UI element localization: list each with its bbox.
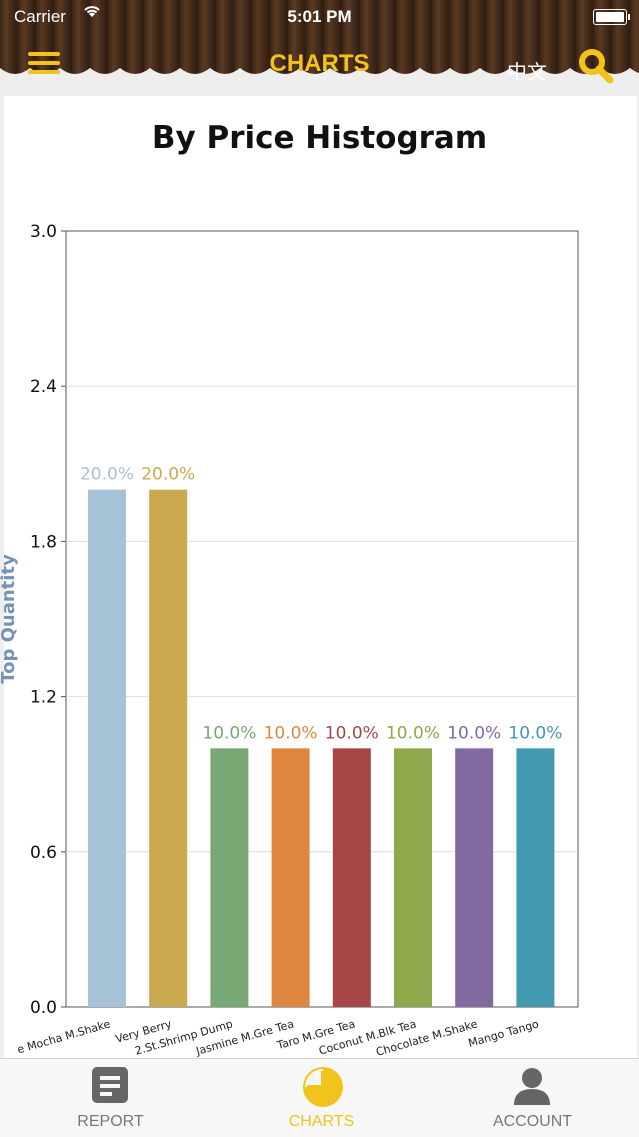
- plot-area: [65, 230, 579, 1008]
- header-drip-edge: [0, 68, 639, 80]
- y-tick-label: 2.4: [30, 377, 57, 397]
- bar: [394, 748, 432, 1007]
- tab-report-label: REPORT: [77, 1113, 144, 1130]
- bar: [149, 489, 188, 1008]
- x-tick-label: Mango Tango: [467, 1017, 541, 1050]
- bar-data-label: 10.0%: [264, 723, 318, 743]
- tab-charts-label: CHARTS: [288, 1113, 355, 1130]
- tab-report[interactable]: REPORT: [4, 1059, 217, 1137]
- battery-icon: [593, 9, 630, 25]
- y-tick-label: 1.8: [30, 532, 57, 552]
- bar-data-label: 20.0%: [141, 465, 195, 485]
- chart-title: By Price Histogram: [151, 120, 488, 156]
- y-tick-label: 0.6: [30, 843, 57, 863]
- bar: [210, 748, 249, 1007]
- bar-data-label: 10.0%: [325, 723, 379, 743]
- bar-data-label: 10.0%: [386, 723, 440, 743]
- hamburger-line: [28, 61, 60, 65]
- x-tick-label: e Mocha M.Shake: [16, 1017, 112, 1056]
- bar-data-label: 10.0%: [447, 723, 501, 743]
- tab-account-label: ACCOUNT: [492, 1113, 573, 1130]
- bar: [332, 748, 371, 1007]
- status-bar: Carrier 5:01 PM: [0, 0, 639, 32]
- y-tick-label: 1.2: [30, 688, 57, 708]
- tab-charts[interactable]: CHARTS: [215, 1059, 428, 1137]
- bar: [455, 748, 494, 1007]
- report-icon: [92, 1067, 128, 1103]
- account-icon: [514, 1068, 550, 1105]
- carrier-label: Carrier: [14, 7, 66, 26]
- y-axis-label: Top Quantity: [0, 554, 19, 684]
- bar: [88, 489, 126, 1008]
- page-title: CHARTS: [269, 50, 370, 77]
- menu-button[interactable]: [28, 52, 60, 76]
- bar-data-label: 10.0%: [508, 723, 562, 743]
- hamburger-line: [28, 70, 60, 74]
- app-header: [0, 0, 639, 80]
- y-tick-label: 0.0: [30, 998, 57, 1018]
- language-toggle[interactable]: 中文: [507, 62, 547, 84]
- bar-chart: 0.0 0.6 1.2 1.8 2.4 3.0 Top Quantity 20.0% e Moc…: [0, 222, 579, 1058]
- pie-chart-icon: [303, 1067, 343, 1107]
- tab-account[interactable]: ACCOUNT: [426, 1059, 639, 1137]
- bar: [516, 748, 555, 1007]
- bar-data-label: 20.0%: [80, 465, 134, 485]
- bar-data-label: 10.0%: [202, 723, 256, 743]
- wifi-icon: [84, 6, 100, 17]
- search-icon[interactable]: [576, 46, 616, 86]
- status-time: 5:01 PM: [287, 7, 352, 26]
- tab-bar: REPORT CHARTS ACCOUNT: [0, 1058, 639, 1137]
- bar: [271, 748, 310, 1007]
- hamburger-line: [28, 52, 60, 56]
- y-tick-label: 3.0: [30, 222, 57, 242]
